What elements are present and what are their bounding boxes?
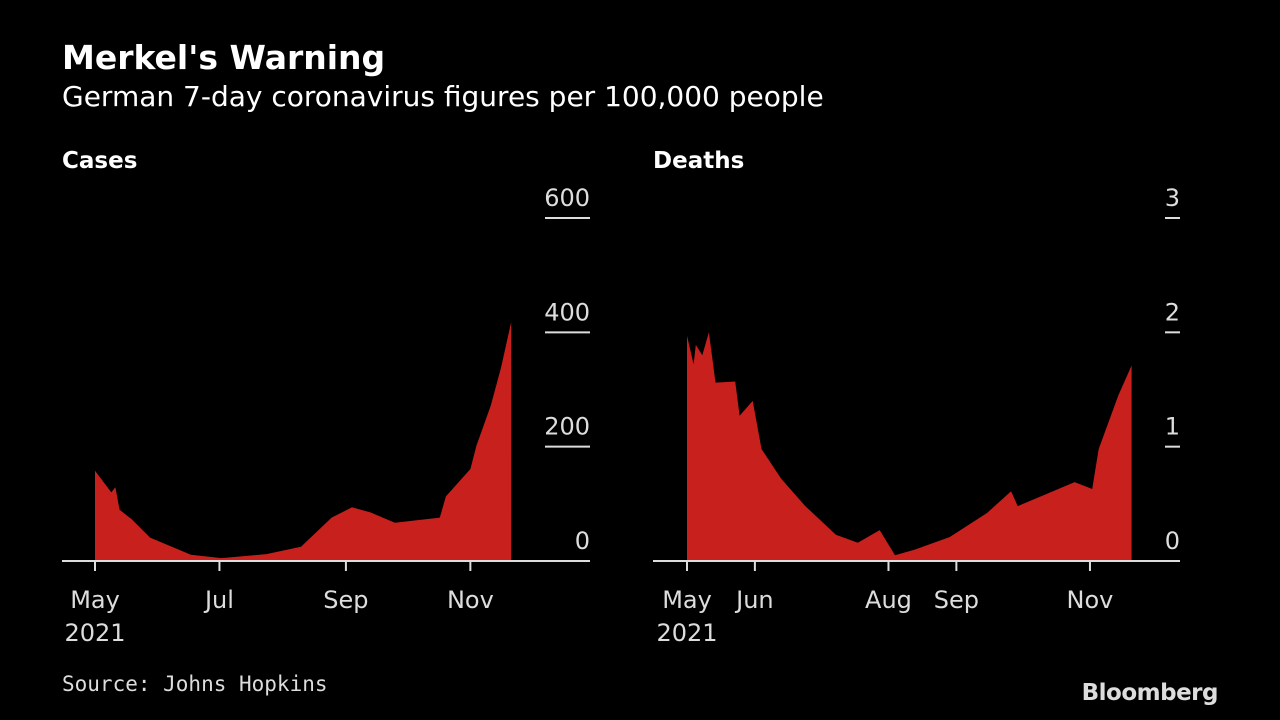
cases-x-tick-label: Sep [323,586,368,614]
deaths-x-tick-label: May [662,586,712,614]
cases-chart: 0 200 400 600 May 2021 Jul Sep Nov [62,184,590,647]
deaths-y-tick-label: 0 [1165,527,1180,555]
cases-area [95,322,512,561]
cases-y-tick-label: 200 [544,413,590,441]
source-note: Source: Johns Hopkins [62,672,328,696]
deaths-x-tick-label: Jun [734,586,774,614]
cases-x-tick-label: Jul [203,586,234,614]
deaths-y-tick-label: 1 [1165,413,1180,441]
deaths-y-tick-label: 3 [1165,184,1180,212]
deaths-chart: 0 1 2 3 May 2021 Jun Aug Sep Nov [653,184,1180,647]
cases-y-tick-label: 0 [575,527,590,555]
cases-x-tick-label: Nov [447,586,494,614]
deaths-area [687,332,1132,561]
chart-title: Merkel's Warning [62,38,386,77]
cases-panel-title: Cases [62,148,138,174]
chart-subtitle: German 7-day coronavirus figures per 100… [62,80,824,113]
deaths-x-tick-label: Nov [1067,586,1114,614]
deaths-y-tick-label: 2 [1165,298,1180,326]
cases-x-tick-year: 2021 [64,619,125,647]
cases-x-tick-label: May [70,586,120,614]
deaths-x-tick-label: Aug [865,586,912,614]
bloomberg-logo: Bloomberg [1081,680,1219,706]
deaths-x-tick-year: 2021 [656,619,717,647]
deaths-panel-title: Deaths [653,148,745,174]
cases-y-tick-label: 600 [544,184,590,212]
deaths-x-tick-label: Sep [934,586,979,614]
cases-y-tick-label: 400 [544,298,590,326]
